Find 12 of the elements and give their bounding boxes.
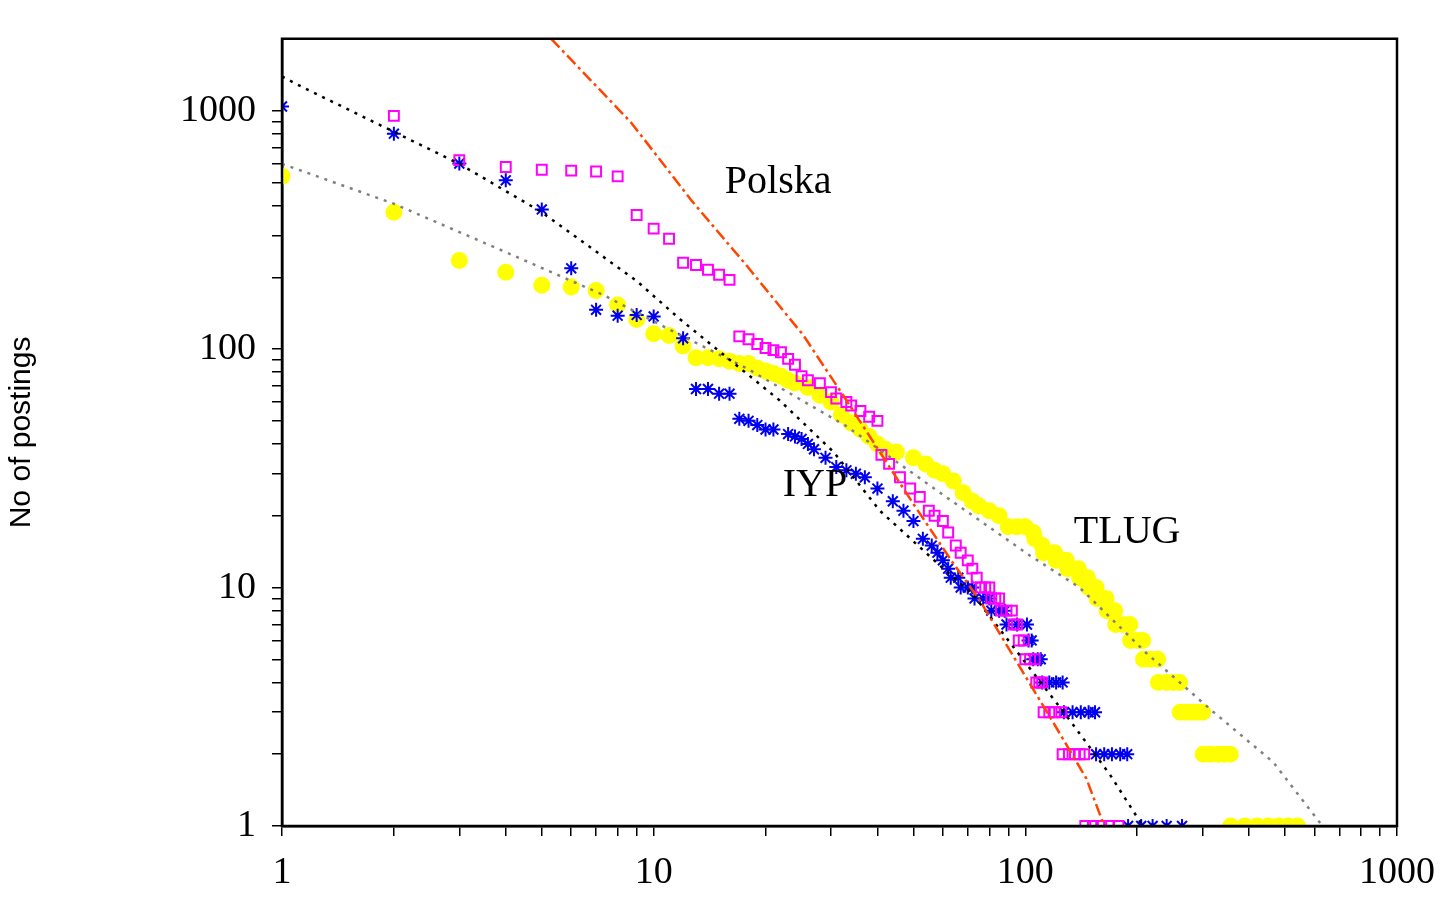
x-tick-label: 1000	[1359, 848, 1435, 891]
annotation: IYP	[782, 460, 848, 506]
y-tick-label: 1000	[180, 86, 256, 129]
x-tick-label: 10	[634, 848, 673, 891]
annotation: TLUG	[1073, 506, 1181, 552]
annotation: Polska	[724, 157, 832, 203]
x-tick-label: 1	[272, 848, 292, 891]
y-tick-label: 1	[237, 801, 256, 844]
y-axis-title: No of postings	[3, 336, 37, 529]
y-tick-label: 10	[218, 563, 256, 606]
y-tick-label: 100	[199, 325, 256, 368]
x-tick-label: 100	[996, 848, 1054, 891]
